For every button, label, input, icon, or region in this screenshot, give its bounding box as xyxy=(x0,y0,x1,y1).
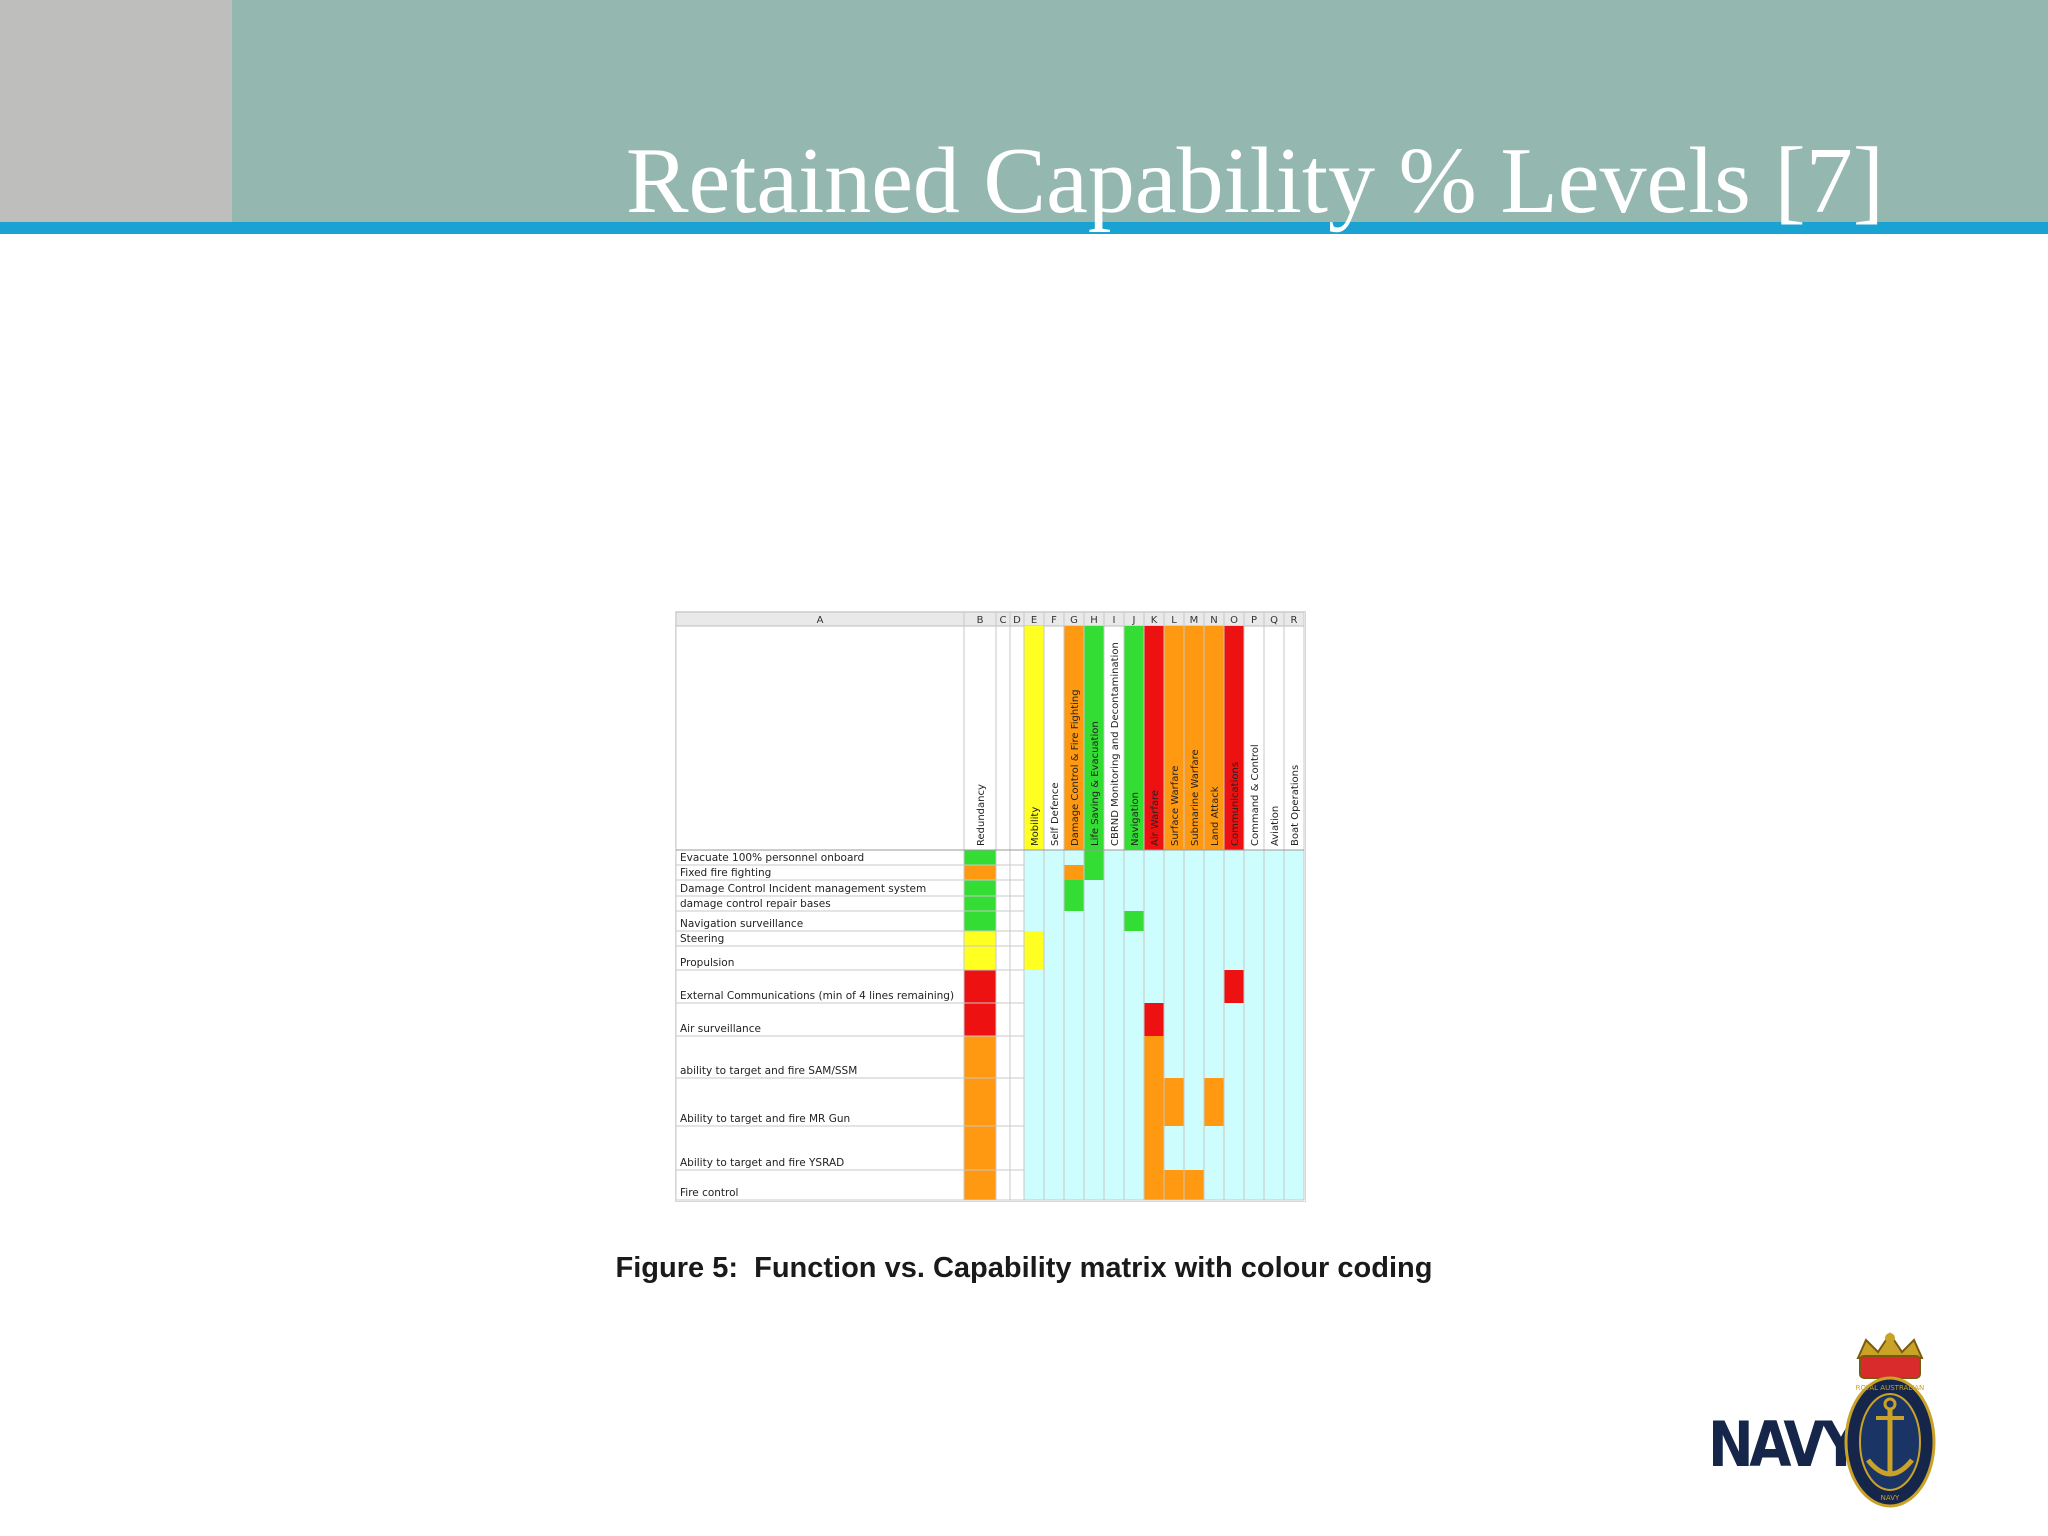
capability-label-J: Navigation xyxy=(1130,792,1141,846)
capability-label-O: Communications xyxy=(1230,762,1241,846)
capability-band-L xyxy=(1164,626,1184,850)
capability-band-H xyxy=(1084,626,1104,850)
function-label: Steering xyxy=(680,933,724,945)
redundancy-cell xyxy=(964,1003,996,1036)
function-label: External Communications (min of 4 lines … xyxy=(680,990,954,1002)
redundancy-cell xyxy=(964,970,996,1003)
capability-label-K: Air Warfare xyxy=(1150,790,1161,846)
matrix-cell-K xyxy=(1144,1078,1164,1126)
function-label: Ability to target and fire MR Gun xyxy=(680,1113,850,1125)
function-label: damage control repair bases xyxy=(680,898,831,910)
capability-label-B: Redundancy xyxy=(976,784,987,846)
navy-wordmark: NAVY xyxy=(1708,1408,1861,1481)
matrix-cell-G xyxy=(1064,880,1084,896)
matrix-cell-L xyxy=(1164,1078,1184,1126)
capability-label-R: Boat Operations xyxy=(1290,765,1301,846)
column-letter-K: K xyxy=(1151,615,1158,626)
column-letter-A: A xyxy=(817,615,824,626)
capability-band-E xyxy=(1024,626,1044,850)
function-label: Evacuate 100% personnel onboard xyxy=(680,852,864,864)
capability-label-H: Life Saving & Evacuation xyxy=(1090,721,1101,846)
column-letter-I: I xyxy=(1113,615,1116,626)
capability-band-O xyxy=(1224,626,1244,850)
column-letter-F: F xyxy=(1051,615,1057,626)
navy-crest-icon: ROYAL AUSTRALIAN NAVY xyxy=(1844,1332,1936,1508)
column-letter-M: M xyxy=(1190,615,1199,626)
title-banner xyxy=(232,0,2048,222)
function-label: Fire control xyxy=(680,1187,738,1199)
redundancy-cell xyxy=(964,931,996,946)
matrix-cell-J xyxy=(1124,911,1144,931)
capability-label-E: Mobility xyxy=(1030,807,1041,846)
column-letter-D: D xyxy=(1013,615,1021,626)
capability-band-J xyxy=(1124,626,1144,850)
capability-label-N: Land Attack xyxy=(1210,786,1221,846)
redundancy-cell xyxy=(964,896,996,911)
capability-band-M xyxy=(1184,626,1204,850)
figure-caption: Figure 5: Function vs. Capability matrix… xyxy=(615,1252,1433,1284)
redundancy-cell xyxy=(964,865,996,880)
column-letter-R: R xyxy=(1291,615,1298,626)
title-rule xyxy=(0,222,2048,234)
capability-label-M: Submarine Warfare xyxy=(1190,749,1201,846)
matrix-cell-L xyxy=(1164,1170,1184,1200)
column-letter-J: J xyxy=(1132,615,1136,626)
matrix-cell-G xyxy=(1064,865,1084,880)
column-letter-L: L xyxy=(1171,615,1177,626)
matrix-cell-K xyxy=(1144,1036,1164,1078)
capability-label-Q: Aviation xyxy=(1270,806,1281,846)
redundancy-cell xyxy=(964,880,996,896)
capability-label-P: Command & Control xyxy=(1250,744,1261,846)
function-label: Fixed fire fighting xyxy=(680,867,771,879)
function-label: Propulsion xyxy=(680,957,734,969)
column-letter-C: C xyxy=(1000,615,1007,626)
redundancy-cell xyxy=(964,1126,996,1170)
svg-text:NAVY: NAVY xyxy=(1881,1494,1900,1502)
column-letter-O: O xyxy=(1230,615,1238,626)
capability-label-L: Surface Warfare xyxy=(1170,766,1181,846)
matrix-cell-E xyxy=(1024,931,1044,946)
function-label: Ability to target and fire YSRAD xyxy=(680,1157,844,1169)
matrix-cell-E xyxy=(1024,946,1044,970)
redundancy-cell xyxy=(964,911,996,931)
function-label: Air surveillance xyxy=(680,1023,761,1035)
capability-band-K xyxy=(1144,626,1164,850)
column-letter-B: B xyxy=(977,615,984,626)
column-letter-G: G xyxy=(1070,615,1078,626)
function-label: ability to target and fire SAM/SSM xyxy=(680,1065,857,1077)
corner-block xyxy=(0,0,232,222)
navy-logo: NAVY ROYAL AUSTRALIAN NAVY xyxy=(1700,1330,1940,1512)
redundancy-cell xyxy=(964,946,996,970)
redundancy-cell xyxy=(964,1036,996,1078)
matrix-cell-K xyxy=(1144,1170,1164,1200)
function-label: Navigation surveillance xyxy=(680,918,803,930)
slide-title: Retained Capability % Levels [7] xyxy=(625,129,1884,233)
capability-label-I: CBRND Monitoring and Decontamination xyxy=(1110,642,1121,846)
matrix-cell-N xyxy=(1204,1078,1224,1126)
column-letter-Q: Q xyxy=(1270,615,1278,626)
column-letter-P: P xyxy=(1251,615,1257,626)
matrix-cell-M xyxy=(1184,1170,1204,1200)
matrix-cell-H xyxy=(1084,850,1104,865)
column-letter-E: E xyxy=(1031,615,1037,626)
capability-matrix-grid: A B C D E F G H I J K L M N O P Q R Redundancy Mobility Self… xyxy=(676,612,1305,1201)
redundancy-cell xyxy=(964,1170,996,1200)
function-label: Damage Control Incident management syste… xyxy=(680,883,926,895)
matrix-cell-K xyxy=(1144,1003,1164,1036)
capability-band-N xyxy=(1204,626,1224,850)
redundancy-cell xyxy=(964,850,996,865)
redundancy-cell xyxy=(964,1078,996,1126)
matrix-cell-O xyxy=(1224,970,1244,1003)
capability-matrix: A B C D E F G H I J K L M N O P Q R Redundancy Mobility Self… xyxy=(675,611,1306,1202)
column-letter-N: N xyxy=(1210,615,1217,626)
matrix-cell-H xyxy=(1084,865,1104,880)
matrix-cell-K xyxy=(1144,1126,1164,1170)
column-letter-H: H xyxy=(1090,615,1098,626)
capability-label-F: Self Defence xyxy=(1050,783,1061,847)
crest-lettering: ROYAL AUSTRALIAN xyxy=(1856,1384,1925,1392)
capability-band-G xyxy=(1064,626,1084,850)
matrix-cell-G xyxy=(1064,896,1084,911)
capability-label-G: Damage Control & Fire Fighting xyxy=(1070,689,1081,846)
